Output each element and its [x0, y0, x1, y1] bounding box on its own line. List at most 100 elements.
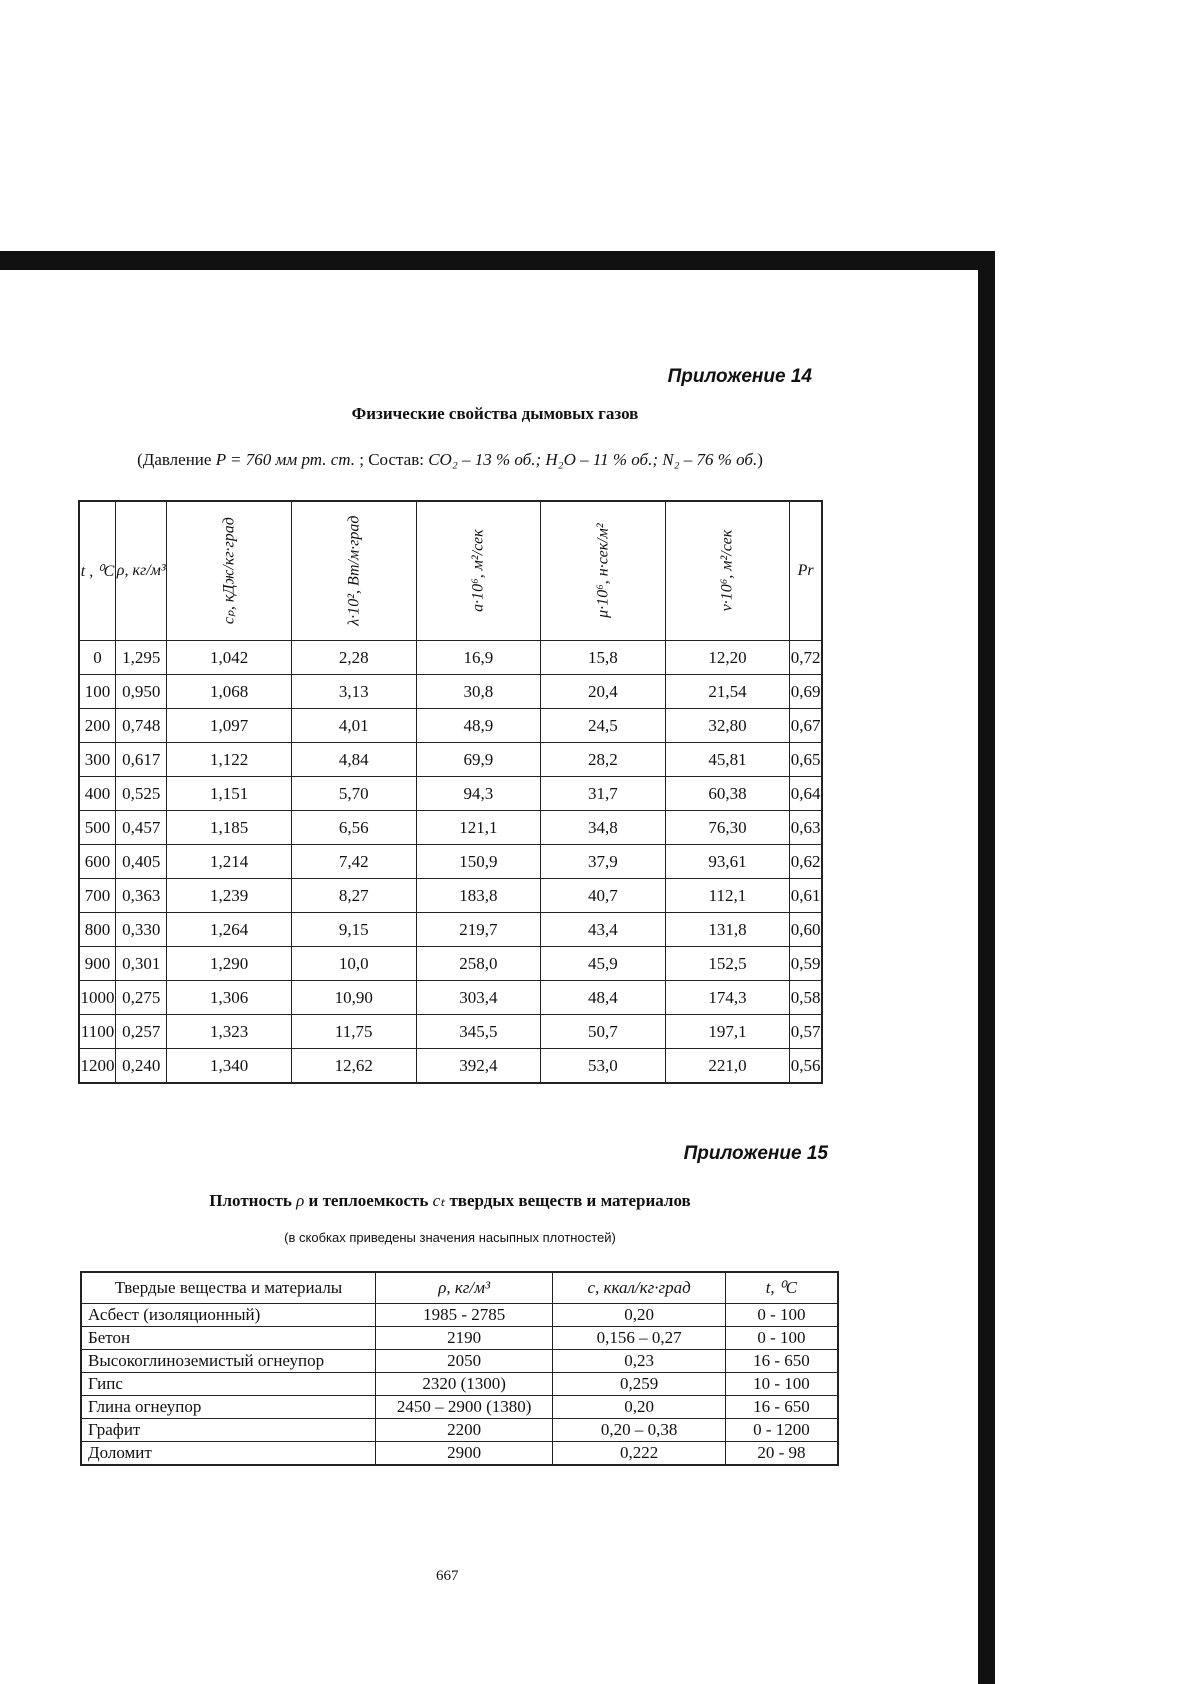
- table-cell: 0,23: [552, 1349, 726, 1373]
- table-cell: 32,80: [664, 708, 791, 743]
- column-header: ρ, кг/м³: [115, 500, 168, 641]
- table-row: Бетон 2190 0,156 – 0,27 0 - 100: [80, 1326, 839, 1350]
- table-cell: 1,295: [115, 640, 168, 675]
- subtitle-mid: ; Состав:: [355, 450, 429, 469]
- table-cell: 0,950: [115, 674, 168, 709]
- table-row: 900 0,301 1,290 10,0 258,0 45,9 152,5 0,59: [78, 946, 823, 981]
- table-cell: 600: [78, 844, 117, 879]
- table-cell: 200: [78, 708, 117, 743]
- table-cell: 9,15: [290, 912, 417, 947]
- table-cell: 0,20: [552, 1303, 726, 1327]
- table-cell: 0 - 1200: [724, 1418, 839, 1442]
- table-row: 1200 0,240 1,340 12,62 392,4 53,0 221,0 0,56: [78, 1048, 823, 1084]
- table-cell: 0,525: [115, 776, 168, 811]
- table2-title: Плотность ρ и теплоемкость cₜ твердых ве…: [0, 1191, 900, 1211]
- table-cell: 1,264: [166, 912, 292, 947]
- table-cell: 48,4: [540, 980, 666, 1015]
- table-cell: 2,28: [290, 640, 417, 675]
- column-header: μ·10⁶, н·сек/м²: [540, 500, 666, 641]
- table-cell: 0,59: [789, 946, 823, 981]
- table-row: Глина огнеупор 2450 – 2900 (1380) 0,20 16 -…: [80, 1395, 839, 1419]
- table-cell: 3,13: [290, 674, 417, 709]
- column-header-label: λ·10², Вт/м·град: [345, 515, 363, 627]
- title-rho: ρ: [296, 1191, 305, 1210]
- table-cell: 300: [78, 742, 117, 777]
- table-cell: 258,0: [415, 946, 542, 981]
- table-cell: 197,1: [664, 1014, 791, 1049]
- column-header: Твердые вещества и материалы: [80, 1271, 376, 1304]
- solid-materials-table: Твердые вещества и материалы ρ, кг/м³ c, к…: [80, 1271, 839, 1466]
- column-header-label: ρ, кг/м³: [116, 562, 166, 579]
- table-cell: 0,222: [552, 1441, 726, 1466]
- table-cell: 2190: [374, 1326, 554, 1350]
- table-cell: Доломит: [80, 1441, 376, 1466]
- table-cell: 1,042: [166, 640, 292, 675]
- table-cell: 10 - 100: [724, 1372, 839, 1396]
- table-cell: 1,097: [166, 708, 292, 743]
- table-cell: 174,3: [664, 980, 791, 1015]
- column-header-label: μ·10⁶, н·сек/м²: [594, 523, 612, 619]
- title-c: cₜ: [432, 1191, 446, 1210]
- table-cell: 0 - 100: [724, 1303, 839, 1327]
- table-cell: 20,4: [540, 674, 666, 709]
- table1-title: Физические свойства дымовых газов: [351, 404, 639, 423]
- table-cell: 94,3: [415, 776, 542, 811]
- table-cell: 345,5: [415, 1014, 542, 1049]
- table-cell: 20 - 98: [724, 1441, 839, 1466]
- appendix-14-label: Приложение 14: [667, 366, 812, 387]
- column-header: cₚ, кДж/кг·град: [166, 500, 292, 641]
- column-header: λ·10², Вт/м·град: [290, 500, 417, 641]
- table-cell: 0,259: [552, 1372, 726, 1396]
- table-cell: 53,0: [540, 1048, 666, 1084]
- table-cell: 21,54: [664, 674, 791, 709]
- table-cell: Глина огнеупор: [80, 1395, 376, 1419]
- table-cell: 60,38: [664, 776, 791, 811]
- table-cell: 131,8: [664, 912, 791, 947]
- table-cell: 303,4: [415, 980, 542, 1015]
- table-row: 500 0,457 1,185 6,56 121,1 34,8 76,30 0,63: [78, 810, 823, 845]
- table-cell: 48,9: [415, 708, 542, 743]
- table-cell: 0 - 100: [724, 1326, 839, 1350]
- table-cell: 0,57: [789, 1014, 823, 1049]
- table-cell: 1200: [78, 1048, 117, 1084]
- table-row: 200 0,748 1,097 4,01 48,9 24,5 32,80 0,67: [78, 708, 823, 743]
- table-cell: 0,301: [115, 946, 168, 981]
- table-cell: 6,56: [290, 810, 417, 845]
- subtitle-composition: CO₂ – 13 % об.; H₂O – 11 % об.; N₂ – 76 …: [428, 450, 758, 469]
- table-cell: 0,65: [789, 742, 823, 777]
- table-cell: 0,67: [789, 708, 823, 743]
- subtitle-suffix: ): [757, 450, 763, 469]
- table-cell: 1000: [78, 980, 117, 1015]
- scan-border-right: [978, 251, 995, 1684]
- table-cell: 0,62: [789, 844, 823, 879]
- table-cell: 12,62: [290, 1048, 417, 1084]
- table-cell: 100: [78, 674, 117, 709]
- table-row: Высокоглиноземистый огнеупор 2050 0,23 16 -…: [80, 1349, 839, 1373]
- column-header: Pr: [789, 500, 823, 641]
- table-cell: 0,457: [115, 810, 168, 845]
- table-cell: Бетон: [80, 1326, 376, 1350]
- table-cell: 1,068: [166, 674, 292, 709]
- table-cell: 0,363: [115, 878, 168, 913]
- table-cell: 0,330: [115, 912, 168, 947]
- table-cell: 40,7: [540, 878, 666, 913]
- table-row: 100 0,950 1,068 3,13 30,8 20,4 21,54 0,69: [78, 674, 823, 709]
- table-cell: 69,9: [415, 742, 542, 777]
- table-cell: 112,1: [664, 878, 791, 913]
- table-row: 700 0,363 1,239 8,27 183,8 40,7 112,1 0,61: [78, 878, 823, 913]
- table-cell: 150,9: [415, 844, 542, 879]
- table-cell: 500: [78, 810, 117, 845]
- table-cell: 0,58: [789, 980, 823, 1015]
- table-cell: 45,81: [664, 742, 791, 777]
- column-header-label: cₚ, кДж/кг·град: [220, 517, 238, 625]
- table-cell: 0,56: [789, 1048, 823, 1084]
- column-header-label: Pr: [797, 562, 814, 579]
- table-cell: 1100: [78, 1014, 117, 1049]
- table-cell: 800: [78, 912, 117, 947]
- scan-border-top: [0, 251, 995, 270]
- table-cell: 0,748: [115, 708, 168, 743]
- table-cell: 7,42: [290, 844, 417, 879]
- column-header: ρ, кг/м³: [374, 1271, 554, 1304]
- table-cell: 8,27: [290, 878, 417, 913]
- table-cell: 219,7: [415, 912, 542, 947]
